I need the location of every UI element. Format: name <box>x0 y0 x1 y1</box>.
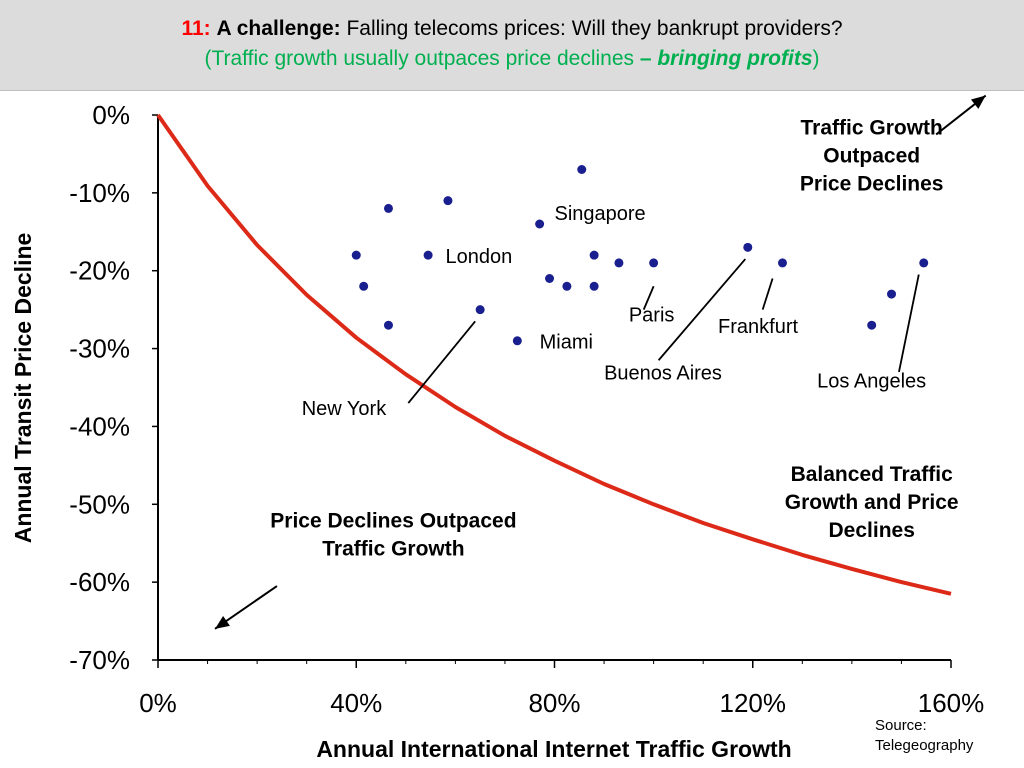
y-tick-label: -30% <box>69 334 130 364</box>
region-label: Price Declines Outpaced <box>270 510 516 533</box>
data-point <box>577 165 587 174</box>
x-tick-label: 120% <box>720 688 787 718</box>
data-point <box>743 242 753 252</box>
data-point <box>867 320 877 330</box>
arrow-head <box>970 95 986 109</box>
slide-title: 11: A challenge: Falling telecoms prices… <box>0 16 1024 42</box>
city-label: New York <box>302 398 387 420</box>
region-label: Balanced Traffic <box>791 463 954 486</box>
city-label: Buenos Aires <box>604 363 722 385</box>
source-name: Telegeography <box>875 737 974 754</box>
subtitle-close: ) <box>812 47 820 70</box>
region-label: Growth and Price <box>785 491 959 514</box>
region-label: Declines <box>829 519 915 542</box>
data-point <box>512 336 522 346</box>
y-axis-title: Annual Transit Price Decline <box>10 233 36 544</box>
x-axis-title: Annual International Internet Traffic Gr… <box>316 736 791 762</box>
chart-axes: 0% -10% -20% -30% -40% -50% -60% -70% 0% 40% 80% 12… <box>10 100 984 762</box>
data-point <box>589 250 599 260</box>
city-label: London <box>445 246 512 268</box>
subtitle-dash: – <box>639 47 658 70</box>
y-tick-label: -50% <box>69 489 130 519</box>
slide-header: 11: A challenge: Falling telecoms prices… <box>0 0 1024 91</box>
region-label: Traffic Growth <box>322 538 464 561</box>
data-point <box>649 258 659 268</box>
data-point <box>383 203 393 213</box>
leader-line <box>657 258 746 361</box>
city-label: Los Angeles <box>817 371 926 393</box>
y-tick-label: 0% <box>92 100 130 130</box>
data-point <box>589 281 599 291</box>
title-label: A challenge: <box>216 17 341 40</box>
leader-line <box>898 274 920 373</box>
region-label: Traffic Growth <box>801 116 943 139</box>
data-point <box>475 305 485 315</box>
scatter-chart: 0% -10% -20% -30% -40% -50% -60% -70% 0% 40% 80% 12… <box>10 94 987 762</box>
data-point <box>443 196 453 206</box>
subtitle-emphasis: bringing profits <box>657 47 813 70</box>
y-tick-label: -20% <box>69 256 130 286</box>
data-point <box>614 258 624 268</box>
slide-subtitle: (Traffic growth usually outpaces price d… <box>0 46 1024 72</box>
data-point <box>535 219 545 229</box>
leader-line <box>642 285 655 310</box>
data-point <box>383 320 393 330</box>
data-point <box>423 250 433 260</box>
data-point <box>562 281 572 291</box>
subtitle-text: (Traffic growth usually outpaces price d… <box>204 47 640 70</box>
y-tick-label: -10% <box>69 178 130 208</box>
data-points-layer <box>351 165 929 346</box>
y-tick-label: -40% <box>69 411 130 441</box>
title-text: Falling telecoms prices: Will they bankr… <box>346 17 843 40</box>
city-label: Singapore <box>555 203 646 225</box>
x-tick-label: 40% <box>330 688 382 718</box>
source-note: Source: Telegeography <box>875 716 973 756</box>
slide-number: 11: <box>181 17 211 40</box>
y-tick-label: -60% <box>69 567 130 597</box>
annotation-layer: London Singapore Paris Miami Frankfurt Buenos… <box>214 94 987 630</box>
city-label: Miami <box>540 332 593 354</box>
x-tick-label: 160% <box>918 688 985 718</box>
data-point <box>359 281 369 291</box>
data-point <box>919 258 929 268</box>
region-label: Outpaced <box>823 144 920 167</box>
y-tick-label: -70% <box>69 645 130 675</box>
data-point <box>545 274 555 283</box>
city-label: Paris <box>629 304 675 326</box>
region-label: Price Declines <box>800 172 944 195</box>
leader-line <box>407 320 476 404</box>
source-label: Source: <box>875 717 927 734</box>
x-tick-label: 0% <box>139 688 177 718</box>
data-point <box>351 250 361 260</box>
x-tick-label: 80% <box>528 688 580 718</box>
data-point <box>777 258 787 268</box>
trend-curve <box>156 113 952 596</box>
trend-curve-layer <box>156 113 952 596</box>
city-label: Frankfurt <box>718 316 798 338</box>
arrow-head <box>214 615 230 629</box>
data-point <box>887 289 897 299</box>
leader-line <box>761 278 774 310</box>
